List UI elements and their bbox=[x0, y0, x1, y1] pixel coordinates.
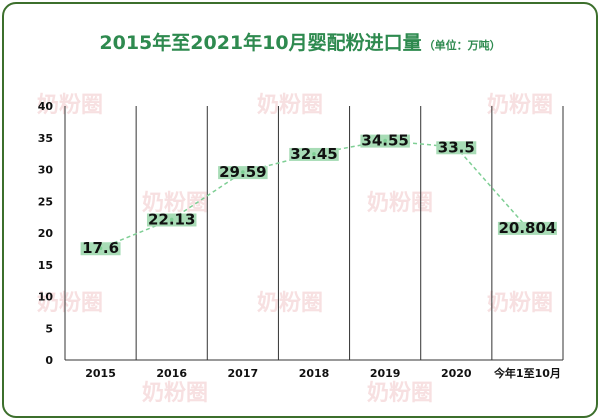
y-tick-label: 5 bbox=[45, 322, 53, 335]
watermark-text: 奶粉圈 bbox=[37, 92, 103, 118]
y-tick-label: 15 bbox=[38, 259, 53, 272]
data-label-text: 20.804 bbox=[498, 219, 556, 237]
data-point bbox=[454, 145, 459, 150]
data-label-text: 32.45 bbox=[290, 145, 337, 163]
chart-title: 2015年至2021年10月婴配粉进口量 （单位：万吨） bbox=[4, 28, 596, 55]
y-tick-label: 25 bbox=[38, 195, 53, 208]
x-axis-ticks: 2015 2016 2017 2018 2019 2020 今年1至10月 bbox=[85, 366, 561, 380]
x-tick-label: 2017 bbox=[228, 367, 259, 380]
y-tick-label: 10 bbox=[38, 291, 54, 304]
data-point bbox=[241, 170, 245, 174]
data-label: 17.6 bbox=[80, 239, 121, 257]
data-label: 22.13 bbox=[146, 210, 197, 228]
data-label: 29.59 bbox=[218, 163, 268, 181]
grid-lines bbox=[64, 106, 564, 361]
y-tick-label: 0 bbox=[45, 354, 53, 367]
data-label-text: 29.59 bbox=[219, 163, 266, 181]
data-point bbox=[169, 217, 174, 222]
x-tick-label: 2020 bbox=[441, 367, 472, 380]
data-label: 34.55 bbox=[360, 132, 410, 150]
y-axis-ticks: 0 5 10 15 20 25 30 35 40 bbox=[38, 100, 54, 367]
x-tick-label: 2015 bbox=[85, 367, 116, 380]
x-tick-label: 今年1至10月 bbox=[493, 366, 561, 380]
y-tick-label: 20 bbox=[38, 227, 54, 240]
data-label-text: 33.5 bbox=[438, 138, 475, 156]
x-tick-label: 2019 bbox=[370, 367, 401, 380]
data-point bbox=[525, 226, 530, 230]
watermark-text: 奶粉圈 bbox=[487, 290, 553, 316]
data-label: 20.804 bbox=[497, 219, 557, 237]
x-tick-label: 2016 bbox=[156, 367, 187, 380]
data-point bbox=[98, 246, 103, 251]
data-label-text: 22.13 bbox=[148, 210, 195, 228]
data-label-text: 34.55 bbox=[361, 132, 408, 150]
data-labels: 17.6 22.13 29.59 32.45 34.55 33.5 20.804 bbox=[80, 132, 557, 257]
watermark-text: 奶粉圈 bbox=[257, 290, 323, 316]
watermark-text: 奶粉圈 bbox=[487, 92, 553, 118]
watermark-text: 奶粉圈 bbox=[37, 290, 103, 316]
chart-unit: （单位：万吨） bbox=[423, 39, 501, 52]
data-label-text: 17.6 bbox=[82, 239, 119, 257]
y-tick-label: 35 bbox=[38, 132, 53, 145]
x-tick-label: 2018 bbox=[299, 367, 330, 380]
chart-title-text: 2015年至2021年10月婴配粉进口量 bbox=[99, 32, 422, 54]
y-tick-label: 40 bbox=[38, 100, 54, 113]
data-label: 32.45 bbox=[289, 145, 339, 163]
y-tick-label: 30 bbox=[38, 164, 54, 177]
data-point bbox=[312, 152, 316, 156]
watermark-text: 奶粉圈 bbox=[257, 92, 323, 118]
watermark-text: 奶粉圈 bbox=[367, 190, 433, 216]
watermark-text: 奶粉圈 bbox=[367, 380, 433, 406]
watermark-text: 奶粉圈 bbox=[142, 380, 208, 406]
data-point bbox=[383, 138, 387, 143]
data-label: 33.5 bbox=[436, 138, 477, 156]
